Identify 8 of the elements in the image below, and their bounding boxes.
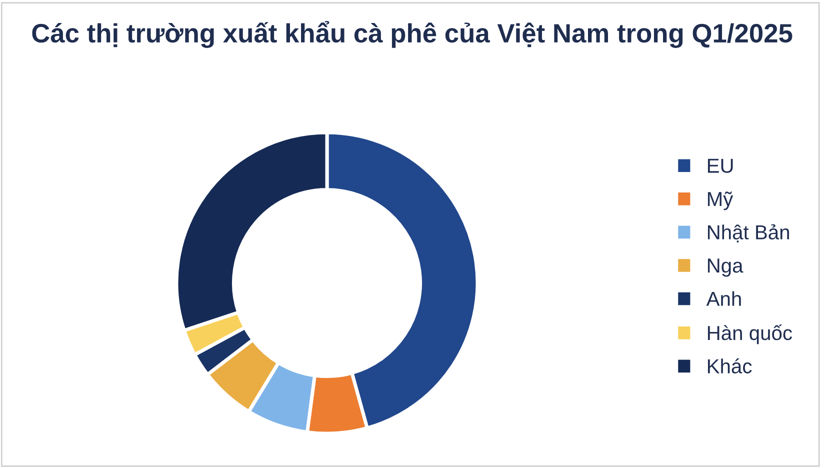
legend-label: Khác (708, 358, 752, 374)
legend-label: Nhật Bản (708, 224, 789, 242)
legend-label: Hàn quốc (708, 324, 792, 344)
chart-title: Các thị trường xuất khẩu cà phê của Việt Nam trong Q1/2025 (32, 21, 792, 48)
legend-label: Mỹ (708, 192, 734, 210)
legend-label: EU (708, 158, 733, 173)
legend-label: Nga (708, 258, 744, 277)
legend-label: Anh (706, 291, 741, 306)
